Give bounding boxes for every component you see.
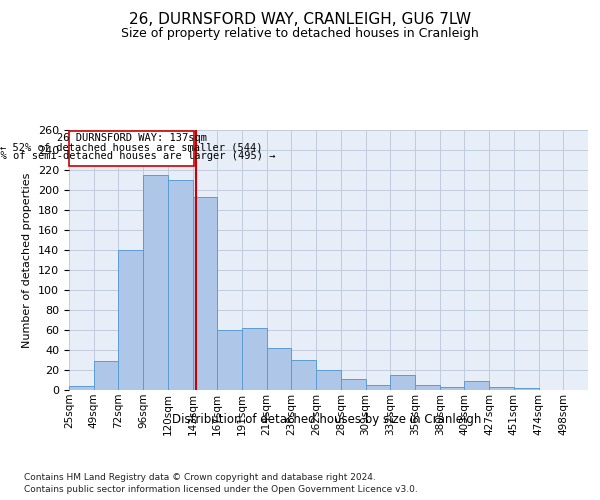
Text: 26, DURNSFORD WAY, CRANLEIGH, GU6 7LW: 26, DURNSFORD WAY, CRANLEIGH, GU6 7LW: [129, 12, 471, 28]
Bar: [242, 328, 267, 390]
Text: Size of property relative to detached houses in Cranleigh: Size of property relative to detached ho…: [121, 28, 479, 40]
Text: 48% of semi-detached houses are larger (495) →: 48% of semi-detached houses are larger (…: [0, 151, 275, 161]
Bar: [464, 381, 489, 390]
Bar: [489, 387, 514, 390]
Y-axis label: Number of detached properties: Number of detached properties: [22, 172, 32, 348]
Bar: [217, 330, 242, 390]
Bar: [168, 180, 193, 390]
Bar: [365, 385, 390, 390]
Bar: [69, 386, 94, 390]
Bar: [316, 370, 341, 390]
Text: 26 DURNSFORD WAY: 137sqm: 26 DURNSFORD WAY: 137sqm: [56, 133, 206, 143]
Text: Distribution of detached houses by size in Cranleigh: Distribution of detached houses by size …: [172, 412, 482, 426]
Text: ← 52% of detached houses are smaller (544): ← 52% of detached houses are smaller (54…: [1, 142, 263, 152]
Bar: [94, 361, 118, 390]
Bar: [440, 387, 464, 390]
Text: Contains public sector information licensed under the Open Government Licence v3: Contains public sector information licen…: [24, 485, 418, 494]
Bar: [70, 131, 194, 166]
Bar: [118, 250, 143, 390]
Bar: [341, 379, 365, 390]
Text: Contains HM Land Registry data © Crown copyright and database right 2024.: Contains HM Land Registry data © Crown c…: [24, 472, 376, 482]
Bar: [292, 360, 316, 390]
Bar: [143, 175, 168, 390]
Bar: [267, 348, 292, 390]
Bar: [514, 388, 539, 390]
Bar: [193, 197, 217, 390]
Bar: [390, 375, 415, 390]
Bar: [415, 385, 440, 390]
